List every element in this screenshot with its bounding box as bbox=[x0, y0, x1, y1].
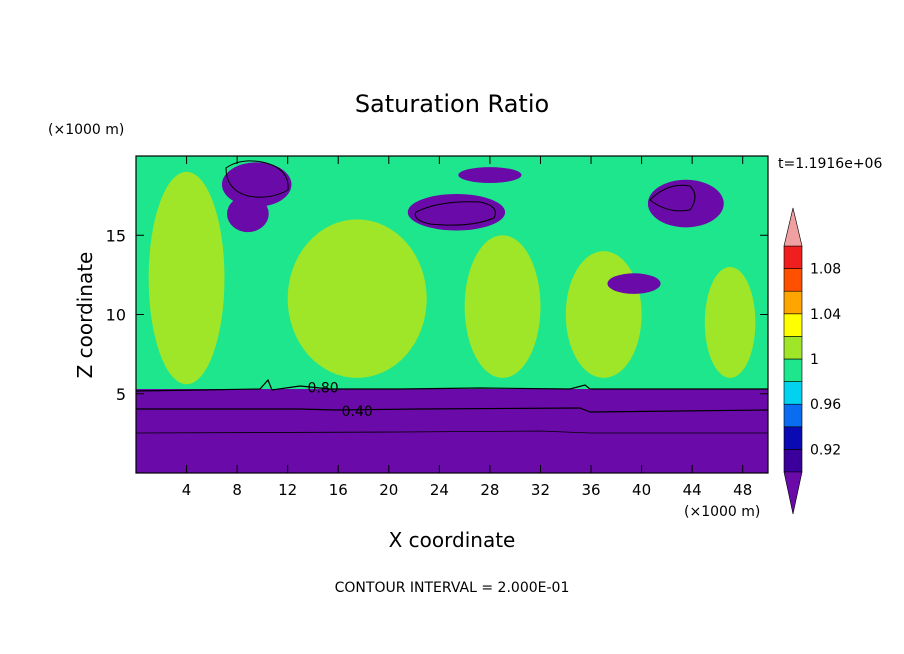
x-units-label: (×1000 m) bbox=[684, 504, 760, 520]
field-region bbox=[287, 219, 427, 378]
x-tick-label: 36 bbox=[581, 481, 600, 499]
y-tick-label: 15 bbox=[106, 226, 126, 245]
field-region bbox=[136, 388, 768, 473]
y-axis-ticks: 5 10 15 bbox=[106, 226, 768, 404]
x-tick-label: 48 bbox=[733, 481, 752, 499]
x-tick-label: 12 bbox=[278, 481, 297, 499]
contour-line bbox=[414, 201, 496, 226]
colorbar-bin bbox=[783, 449, 803, 473]
colorbar-bin bbox=[783, 381, 803, 405]
colorbar-bin bbox=[783, 290, 803, 315]
contour-interval-note: CONTOUR INTERVAL = 2.000E-01 bbox=[335, 580, 570, 596]
contour-line bbox=[225, 160, 289, 198]
contour-line bbox=[136, 430, 768, 434]
field-region bbox=[607, 273, 661, 294]
field-region bbox=[458, 167, 522, 183]
z-units-label: (×1000 m) bbox=[48, 122, 124, 138]
field-region bbox=[704, 266, 756, 378]
x-tick-label: 40 bbox=[632, 481, 651, 499]
colorbar-tick-label: 1.04 bbox=[810, 307, 841, 323]
field-region bbox=[647, 179, 724, 228]
colorbar-bin bbox=[783, 426, 803, 450]
x-tick-label: 44 bbox=[683, 481, 702, 499]
x-tick-label: 20 bbox=[379, 481, 398, 499]
chart-title: Saturation Ratio bbox=[355, 90, 549, 118]
x-tick-label: 8 bbox=[232, 481, 242, 499]
colorbar-bin bbox=[783, 313, 803, 337]
y-tick-label: 10 bbox=[106, 306, 126, 325]
x-tick-label: 24 bbox=[430, 481, 449, 499]
colorbar-tick-label: 1.08 bbox=[810, 262, 841, 278]
time-label: t=1.1916e+06 bbox=[778, 156, 882, 172]
x-tick-label: 16 bbox=[329, 481, 348, 499]
colorbar-tick-label: 0.92 bbox=[810, 442, 841, 458]
field-region bbox=[565, 251, 642, 378]
x-axis-ticks: 4 8 12 16 20 24 28 32 36 40 44 48 bbox=[182, 156, 752, 499]
contour-line bbox=[649, 184, 696, 212]
field-region bbox=[148, 171, 225, 385]
contour-line bbox=[136, 378, 768, 392]
field-region bbox=[227, 195, 269, 233]
colorbar-bin bbox=[783, 245, 803, 269]
x-axis-label: X coordinate bbox=[389, 528, 516, 552]
contour-line bbox=[136, 407, 768, 413]
contour-label: 0.80 bbox=[307, 380, 338, 396]
colorbar: 0.92 0.96 1 1.04 1.08 bbox=[783, 207, 841, 515]
colorbar-under-arrow bbox=[783, 471, 803, 515]
contour-label: 0.40 bbox=[342, 404, 373, 420]
colorbar-bin bbox=[783, 336, 803, 360]
contour-lines bbox=[136, 160, 768, 434]
colorbar-bin bbox=[783, 403, 803, 428]
colorbar-bin bbox=[783, 268, 803, 292]
field-region bbox=[407, 194, 506, 231]
heatmap-field bbox=[136, 156, 768, 473]
x-tick-label: 4 bbox=[182, 481, 192, 499]
x-tick-label: 32 bbox=[531, 481, 550, 499]
x-tick-label: 28 bbox=[480, 481, 499, 499]
y-tick-label: 5 bbox=[116, 385, 126, 404]
contour-labels: 0.800.40 bbox=[307, 380, 372, 420]
colorbar-bin bbox=[783, 358, 803, 382]
colorbar-over-arrow bbox=[783, 207, 803, 247]
colorbar-tick-label: 1 bbox=[810, 352, 819, 368]
field-region bbox=[464, 235, 541, 378]
y-axis-label: Z coordinate bbox=[73, 252, 97, 379]
colorbar-tick-label: 0.96 bbox=[810, 397, 841, 413]
